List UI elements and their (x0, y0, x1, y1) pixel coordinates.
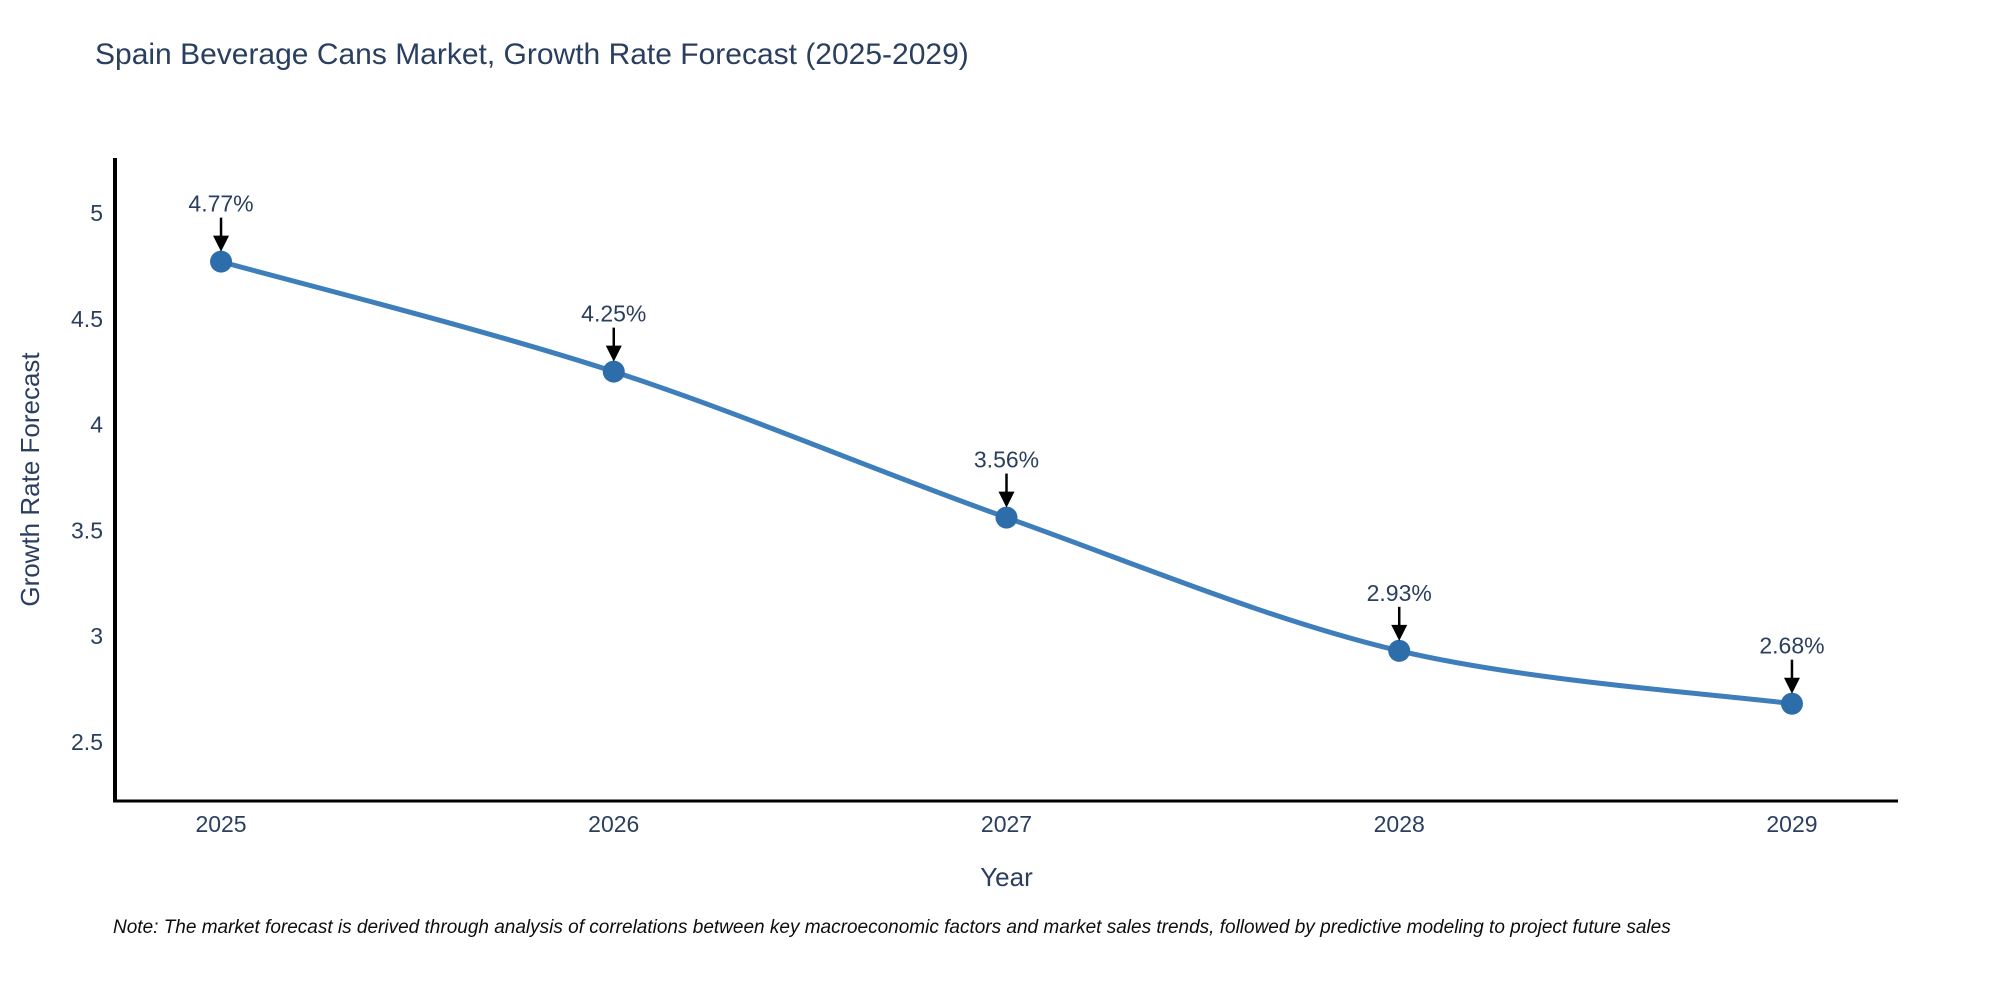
data-point-marker (995, 506, 1018, 529)
data-point-label: 4.25% (581, 301, 646, 327)
annotation-arrow-head (1391, 624, 1408, 641)
annotation-arrow-head (1783, 677, 1800, 694)
y-tick-label: 4 (90, 412, 103, 438)
data-point-label: 2.93% (1367, 580, 1432, 606)
y-tick-label: 3 (90, 623, 103, 649)
x-tick-label: 2028 (1374, 811, 1425, 837)
data-point-marker (602, 360, 625, 383)
data-point-label: 4.77% (188, 191, 253, 217)
y-tick-label: 2.5 (71, 729, 103, 755)
x-axis-title: Year (980, 862, 1033, 892)
x-tick-label: 2029 (1766, 811, 1817, 837)
data-point-label: 3.56% (974, 447, 1039, 473)
y-tick-label: 4.5 (71, 306, 103, 332)
data-point-marker (210, 250, 233, 273)
y-tick-label: 5 (90, 200, 103, 226)
data-point-label: 2.68% (1759, 633, 1824, 659)
y-tick-label: 3.5 (71, 517, 103, 543)
annotation-arrow-head (605, 345, 622, 362)
x-tick-label: 2025 (195, 811, 246, 837)
x-tick-label: 2027 (981, 811, 1032, 837)
x-tick-label: 2026 (588, 811, 639, 837)
y-axis-title: Growth Rate Forecast (15, 352, 45, 607)
footnote-text: Note: The market forecast is derived thr… (113, 917, 1671, 938)
annotation-arrow-head (998, 491, 1015, 508)
data-point-marker (1780, 692, 1803, 715)
chart-title: Spain Beverage Cans Market, Growth Rate … (95, 38, 969, 71)
annotation-arrow-head (213, 235, 230, 252)
data-point-marker (1388, 639, 1411, 662)
